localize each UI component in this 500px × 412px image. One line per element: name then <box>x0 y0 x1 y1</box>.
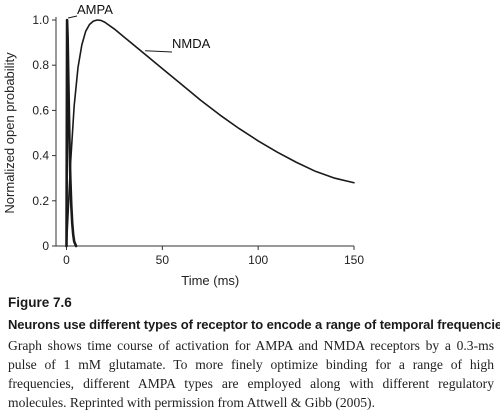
chart-ticks: 0 0.2 0.4 0.6 0.8 1.0 0 50 100 150 <box>32 13 364 267</box>
y-tick-label: 1.0 <box>32 13 49 27</box>
y-tick-label: 0.8 <box>32 58 49 72</box>
series-label-ampa: AMPA <box>77 2 113 17</box>
figure-title: Neurons use different types of receptor … <box>8 317 500 332</box>
ampa-leader-line <box>67 15 78 19</box>
x-tick-label: 100 <box>248 253 268 267</box>
chart-axes <box>55 17 354 247</box>
y-tick-label: 0.2 <box>32 194 49 208</box>
series-label-nmda: NMDA <box>172 36 211 51</box>
figure-number: Figure 7.6 <box>8 295 72 310</box>
y-axis-label: Normalized open probability <box>2 52 17 214</box>
y-tick-label: 0.6 <box>32 103 49 117</box>
x-tick-label: 150 <box>344 253 364 267</box>
chart-series <box>65 18 355 248</box>
receptor-activation-chart: 0 0.2 0.4 0.6 0.8 1.0 0 50 100 150 AMPA NMDA Time … <box>2 2 364 288</box>
series-line-nmda <box>65 19 355 247</box>
x-tick-label: 50 <box>156 253 170 267</box>
x-tick-label: 0 <box>63 253 70 267</box>
figure-description: Graph shows time course of activation fo… <box>8 338 494 410</box>
x-axis-label: Time (ms) <box>181 273 239 288</box>
y-tick-label: 0 <box>42 239 49 253</box>
chart-series-labels: AMPA NMDA <box>67 2 211 53</box>
nmda-leader-line <box>145 50 173 53</box>
y-tick-label: 0.4 <box>32 149 49 163</box>
